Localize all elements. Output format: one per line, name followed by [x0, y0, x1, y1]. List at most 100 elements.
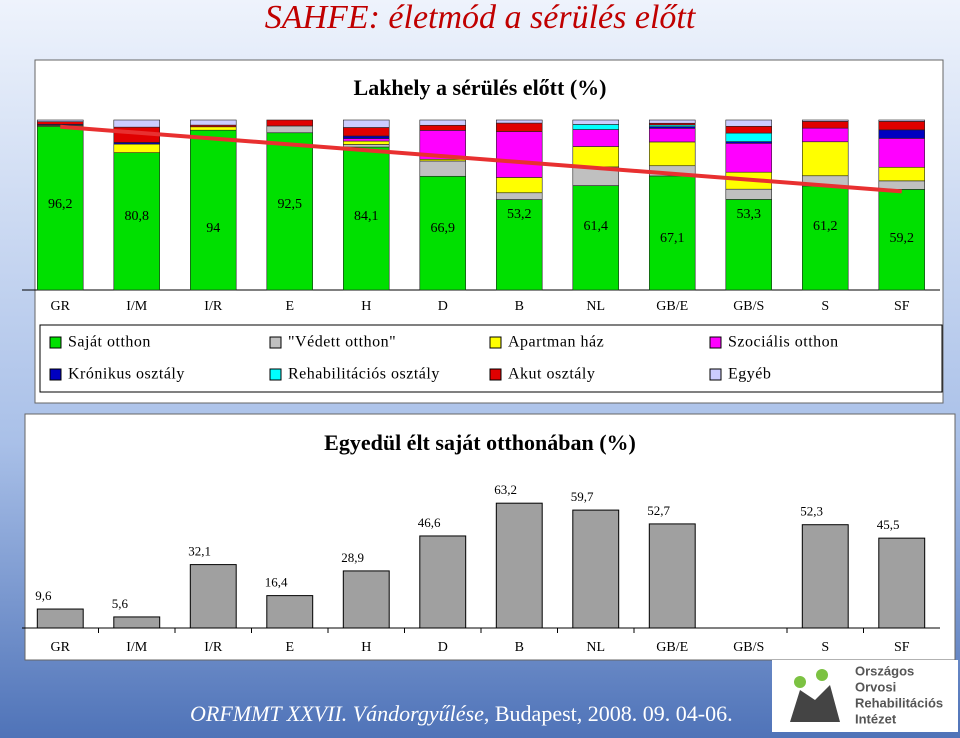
bar-segment	[572, 124, 619, 130]
bar-segment	[36, 119, 84, 122]
legend-label: Apartman ház	[508, 334, 604, 351]
bar-segment	[725, 125, 772, 134]
x-tick-label: GB/E	[656, 640, 688, 655]
bar-segment	[725, 132, 772, 142]
bar-segment	[495, 119, 543, 124]
bar-segment	[648, 128, 696, 143]
x-tick-label: B	[515, 640, 524, 655]
data-label: 46,6	[418, 515, 441, 530]
bar-segment	[495, 131, 543, 178]
legend-label: "Védett otthon"	[288, 334, 396, 351]
footer: ORFMMT XXVII. Vándorgyűlése, Budapest, 2…	[190, 701, 733, 726]
bar-segment	[495, 192, 543, 200]
x-tick-label: GR	[51, 640, 71, 655]
x-tick-label: H	[361, 299, 371, 314]
slide-title: SAHFE: életmód a sérülés előtt	[265, 0, 697, 36]
x-tick-label: GB/S	[733, 640, 764, 655]
legend-label: Saját otthon	[68, 334, 151, 351]
bar-segment	[801, 121, 849, 129]
data-label: 66,9	[431, 221, 456, 236]
legend-label: Rehabilitációs osztály	[288, 366, 440, 383]
bar-segment	[725, 199, 772, 291]
bar-segment	[266, 125, 313, 134]
bar	[801, 524, 849, 629]
bar-segment	[878, 166, 925, 182]
bar-segment	[495, 177, 543, 194]
data-label: 84,1	[354, 209, 379, 224]
bar-segment	[342, 138, 390, 142]
x-tick-label: E	[285, 640, 294, 655]
x-tick-label: GB/S	[733, 299, 764, 314]
data-label: 67,1	[660, 231, 685, 246]
bar-segment	[495, 122, 543, 132]
bar-segment	[190, 129, 237, 291]
footer-italic: ORFMMT XXVII. Vándorgyűlése	[190, 701, 484, 726]
bar-segment	[266, 132, 313, 291]
x-tick-label: B	[515, 299, 524, 314]
trend-line	[60, 124, 902, 194]
x-tick-label: I/M	[126, 640, 148, 655]
bar	[113, 616, 161, 629]
x-tick-label: NL	[586, 299, 605, 314]
bar-segment	[36, 126, 84, 291]
bar-segment	[725, 188, 772, 200]
bar-segment	[342, 127, 390, 137]
legend-swatch	[489, 336, 502, 349]
legend-label: Akut osztály	[508, 366, 595, 383]
data-label: 94	[206, 221, 220, 236]
x-tick-label: S	[821, 640, 829, 655]
bar-segment	[572, 129, 619, 147]
bar	[419, 535, 467, 629]
bar-segment	[725, 142, 772, 173]
bar-segment	[648, 175, 696, 291]
legend-box	[39, 324, 943, 393]
logo-leaf	[794, 676, 806, 688]
bar-segment	[36, 121, 84, 125]
bar-segment	[878, 119, 925, 122]
bar-segment	[113, 152, 161, 291]
bar-segment	[801, 185, 849, 291]
bar-segment	[342, 140, 390, 145]
logo-line: Rehabilitációs	[855, 695, 943, 710]
bar-segment	[342, 144, 390, 148]
bar	[878, 537, 926, 629]
logo-leaf	[816, 669, 828, 681]
bar-segment	[342, 146, 390, 291]
legend-swatch	[709, 368, 722, 381]
bar	[342, 570, 390, 629]
x-tick-label: H	[361, 640, 371, 655]
bar-segment	[725, 119, 772, 127]
legend-label: Egyéb	[728, 366, 771, 383]
x-tick-label: D	[438, 640, 448, 655]
bar-segment	[113, 143, 161, 153]
bar-segment	[342, 135, 390, 139]
data-label: 80,8	[125, 209, 150, 224]
x-tick-label: E	[285, 299, 294, 314]
bar-segment	[113, 119, 161, 128]
x-tick-label: SF	[894, 640, 910, 655]
bar-segment	[419, 160, 466, 177]
chart-title: Lakhely a sérülés előtt (%)	[354, 75, 607, 100]
legend-swatch	[709, 336, 722, 349]
data-label: 52,3	[800, 504, 823, 519]
bar-segment	[495, 199, 543, 291]
logo-line: Intézet	[855, 711, 897, 726]
bar-segment	[572, 185, 619, 291]
bar	[572, 509, 620, 629]
legend-label: Krónikus osztály	[68, 366, 185, 383]
bar-segment	[878, 180, 925, 190]
bar	[266, 595, 314, 629]
data-label: 92,5	[278, 197, 303, 212]
bar-segment	[190, 119, 237, 126]
bar	[36, 608, 84, 629]
chart-stacked: Lakhely a sérülés előtt (%) GR 96,2 I/M 80,8…	[22, 75, 940, 383]
data-label: 61,2	[813, 219, 838, 234]
bar-segment	[878, 129, 925, 139]
data-label: 28,9	[341, 550, 364, 565]
data-label: 59,2	[890, 231, 915, 246]
chart-frame	[24, 413, 956, 661]
data-label: 59,7	[571, 489, 594, 504]
